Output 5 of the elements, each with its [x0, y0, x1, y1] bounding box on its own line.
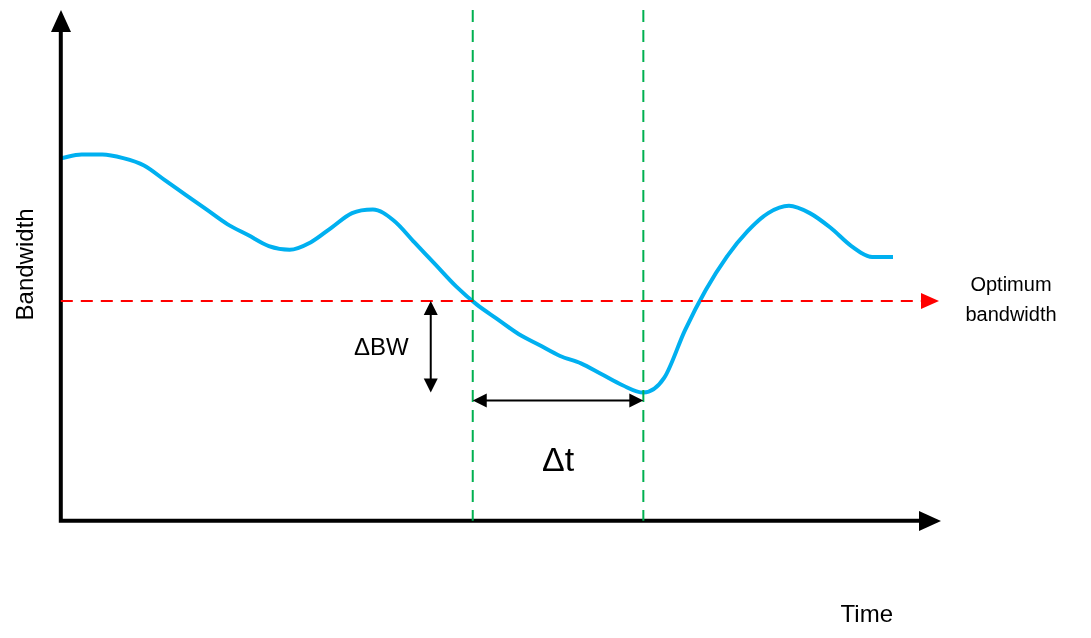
annotation: ΔBW	[354, 332, 410, 360]
ref-line-label: Optimum bandwidth	[965, 273, 1057, 326]
annotation: Δt	[541, 439, 575, 478]
x-axis-title: Time	[840, 600, 893, 628]
y-axis-title: Bandwidth	[11, 208, 39, 321]
